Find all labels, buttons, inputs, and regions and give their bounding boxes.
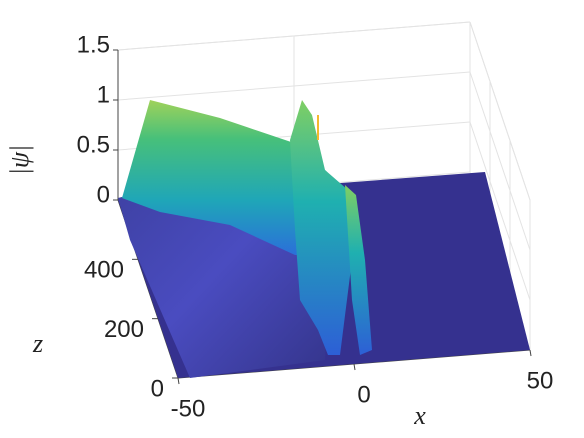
tick-mark bbox=[353, 363, 356, 371]
y-tick-label: 200 bbox=[104, 316, 144, 343]
grid-line bbox=[469, 21, 531, 201]
y-tick-label: 0 bbox=[151, 375, 164, 402]
x-axis-label: x bbox=[413, 401, 426, 430]
tick-mark bbox=[177, 377, 180, 385]
z-tick-label: 1.5 bbox=[77, 31, 110, 58]
x-tick-label: 50 bbox=[527, 367, 554, 394]
ridge-wall bbox=[122, 100, 330, 255]
center-ridge bbox=[290, 100, 352, 355]
x-tick-label: 0 bbox=[357, 381, 370, 408]
surface bbox=[118, 100, 530, 378]
z-axis-label: |ψ| bbox=[5, 145, 34, 175]
z-tick-label: 1 bbox=[97, 81, 110, 108]
tick-mark bbox=[529, 349, 532, 357]
grid-line bbox=[469, 121, 531, 301]
center-ridge-2 bbox=[345, 185, 372, 355]
y-axis-label: z bbox=[32, 329, 43, 358]
z-tick-label: 0.5 bbox=[77, 131, 110, 158]
grid-line bbox=[469, 71, 531, 251]
x-tick-label: -50 bbox=[171, 395, 206, 422]
z-tick-label: 0 bbox=[97, 181, 110, 208]
y-tick-label: 400 bbox=[84, 257, 124, 284]
